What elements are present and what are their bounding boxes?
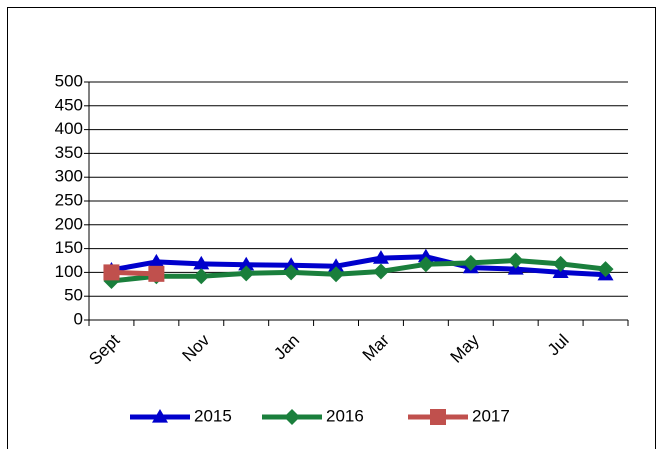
marker bbox=[148, 265, 165, 282]
marker bbox=[148, 253, 165, 268]
y-tick-label: 300 bbox=[55, 167, 83, 186]
legend-marker bbox=[284, 409, 300, 425]
marker bbox=[417, 248, 434, 263]
marker bbox=[462, 254, 479, 271]
y-tick-label: 100 bbox=[55, 262, 83, 281]
legend-label: 2016 bbox=[326, 406, 364, 425]
x-tick-label: Mar bbox=[359, 330, 393, 364]
marker bbox=[238, 256, 255, 271]
series-line bbox=[111, 254, 606, 278]
marker bbox=[193, 268, 210, 285]
y-tick-label: 250 bbox=[55, 190, 83, 209]
x-tick-label: Nov bbox=[178, 330, 213, 365]
y-tick-label: 500 bbox=[55, 71, 83, 90]
marker bbox=[283, 257, 300, 271]
y-tick-label: 50 bbox=[64, 286, 83, 305]
x-tick-label: Jul bbox=[544, 331, 573, 360]
legend-label: 2017 bbox=[472, 406, 510, 425]
marker bbox=[552, 255, 569, 272]
marker bbox=[328, 258, 345, 272]
marker bbox=[103, 264, 120, 281]
x-tick-label: May bbox=[447, 330, 483, 366]
marker bbox=[507, 252, 524, 269]
marker bbox=[417, 256, 434, 273]
marker bbox=[193, 255, 210, 270]
legend-marker bbox=[152, 409, 168, 423]
legend-marker bbox=[430, 409, 446, 425]
y-tick-label: 400 bbox=[55, 119, 83, 138]
y-tick-label: 0 bbox=[74, 309, 83, 328]
marker bbox=[328, 266, 345, 283]
marker bbox=[372, 250, 389, 264]
marker bbox=[372, 263, 389, 280]
legend-label: 2015 bbox=[194, 406, 232, 425]
marker bbox=[283, 264, 300, 281]
marker bbox=[597, 261, 614, 278]
y-tick-label: 200 bbox=[55, 214, 83, 233]
y-tick-label: 150 bbox=[55, 238, 83, 257]
chart-frame bbox=[7, 7, 656, 449]
x-tick-label: Sept bbox=[85, 330, 123, 368]
x-tick-label: Jan bbox=[270, 331, 303, 364]
y-tick-label: 450 bbox=[55, 95, 83, 114]
y-tick-label: 350 bbox=[55, 143, 83, 162]
marker bbox=[238, 265, 255, 282]
